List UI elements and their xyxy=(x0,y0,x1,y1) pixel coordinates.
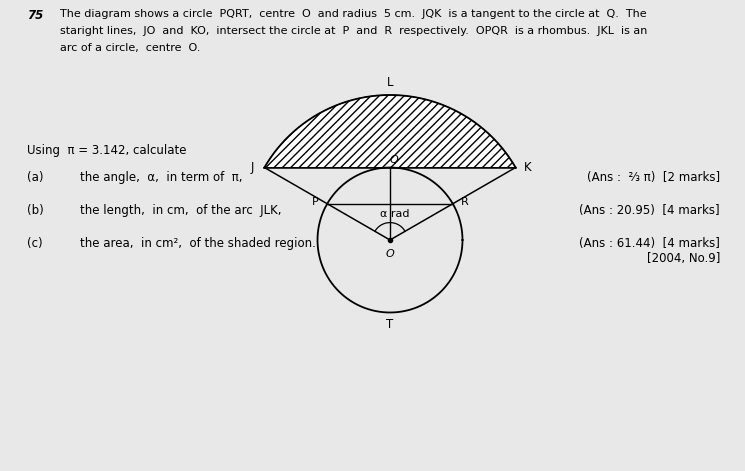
Text: (Ans :  ⅔ π)  [2 marks]: (Ans : ⅔ π) [2 marks] xyxy=(587,171,720,184)
Text: T: T xyxy=(387,318,393,331)
Text: The diagram shows a circle  PQRT,  centre  O  and radius  5 cm.  JQK  is a tange: The diagram shows a circle PQRT, centre … xyxy=(60,9,647,19)
Text: (c): (c) xyxy=(27,237,42,250)
Text: (b): (b) xyxy=(27,204,44,217)
Text: Using  π = 3.142, calculate: Using π = 3.142, calculate xyxy=(27,144,186,157)
Text: α rad: α rad xyxy=(380,209,409,219)
Text: K: K xyxy=(524,161,531,174)
Text: J: J xyxy=(251,161,254,174)
Polygon shape xyxy=(264,95,516,168)
Text: the length,  in cm,  of the arc  JLK,: the length, in cm, of the arc JLK, xyxy=(80,204,282,217)
Text: O: O xyxy=(386,249,394,259)
Text: [2004, No.9]: [2004, No.9] xyxy=(647,252,720,265)
Text: (a): (a) xyxy=(27,171,43,184)
Text: 75: 75 xyxy=(27,9,43,22)
Text: Q: Q xyxy=(390,155,399,165)
Text: (Ans : 20.95)  [4 marks]: (Ans : 20.95) [4 marks] xyxy=(580,204,720,217)
Text: P: P xyxy=(312,197,319,207)
Text: L: L xyxy=(387,76,393,89)
Text: the area,  in cm²,  of the shaded region.: the area, in cm², of the shaded region. xyxy=(80,237,316,250)
Text: the angle,  α,  in term of  π,: the angle, α, in term of π, xyxy=(80,171,243,184)
Text: (Ans : 61.44)  [4 marks]: (Ans : 61.44) [4 marks] xyxy=(579,237,720,250)
Text: R: R xyxy=(461,197,469,207)
Text: arc of a circle,  centre  O.: arc of a circle, centre O. xyxy=(60,43,200,53)
Text: staright lines,  JO  and  KO,  intersect the circle at  P  and  R  respectively.: staright lines, JO and KO, intersect the… xyxy=(60,26,647,36)
